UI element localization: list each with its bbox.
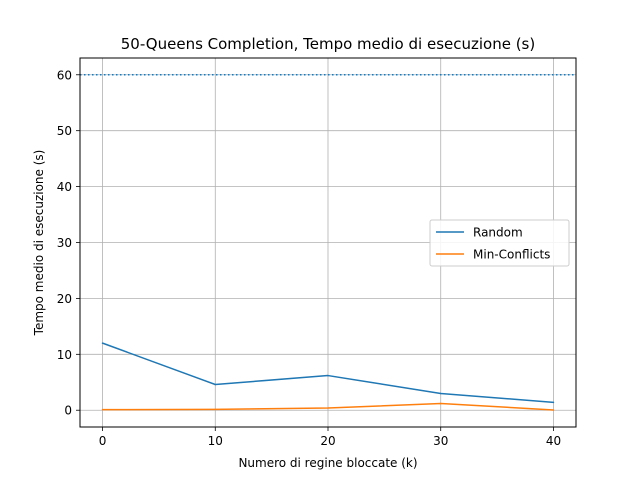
axis-ticks: 0 10 20 30 40 0 10 20 30 40 50 60 (57, 68, 561, 448)
legend: Random Min-Conflicts (429, 219, 570, 267)
data-point (214, 408, 217, 411)
chart-title: 50-Queens Completion, Tempo medio di ese… (121, 35, 535, 53)
x-tick-label: 0 (99, 434, 107, 448)
data-point (214, 383, 217, 386)
data-point (101, 408, 104, 411)
data-point (439, 402, 442, 405)
legend-label: Min-Conflicts (473, 248, 550, 262)
y-tick-label: 20 (57, 292, 72, 306)
x-tick-label: 20 (320, 434, 335, 448)
y-tick-label: 40 (57, 180, 72, 194)
data-point (552, 409, 555, 411)
y-tick-label: 30 (57, 236, 72, 250)
legend-label: Random (473, 226, 523, 240)
y-tick-label: 10 (57, 348, 72, 362)
data-point (101, 342, 104, 344)
data-point (327, 407, 329, 409)
y-tick-label: 60 (57, 68, 72, 82)
y-axis-label: Tempo medio di esecuzione (s) (32, 150, 46, 337)
y-tick-label: 50 (57, 124, 72, 138)
data-point (552, 401, 555, 404)
x-tick-label: 30 (433, 434, 448, 448)
series-lines (101, 342, 555, 411)
x-tick-label: 10 (208, 434, 223, 448)
y-tick-label: 0 (64, 404, 72, 418)
data-point (327, 374, 329, 377)
x-axis-label: Numero di regine bloccate (k) (238, 456, 417, 470)
data-point (439, 392, 442, 395)
legend-box (429, 219, 570, 267)
x-tick-label: 40 (546, 434, 561, 448)
